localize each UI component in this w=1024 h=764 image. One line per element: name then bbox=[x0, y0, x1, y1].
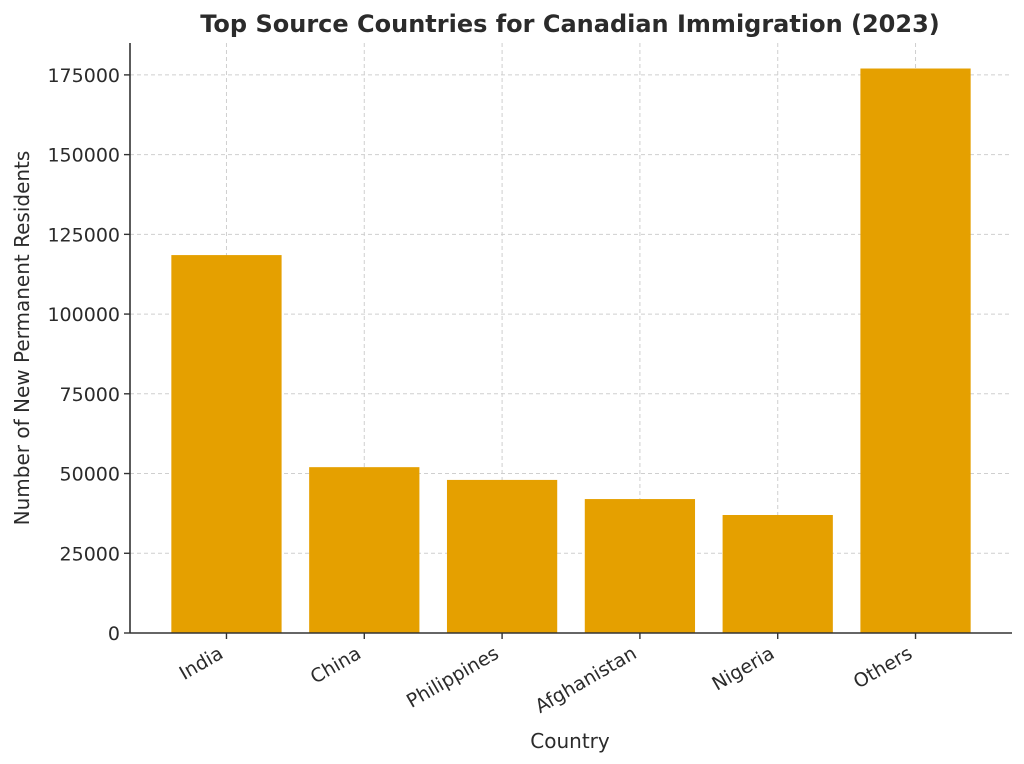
x-tick-label: Others bbox=[850, 642, 916, 693]
y-tick-label: 75000 bbox=[60, 384, 120, 406]
y-tick-label: 150000 bbox=[47, 145, 120, 167]
bars bbox=[171, 68, 971, 634]
y-tick-labels: 0 25000 50000 75000 100000 125000 150000 175000 bbox=[47, 65, 120, 645]
y-tick-label: 175000 bbox=[47, 65, 120, 87]
x-tick-label: China bbox=[307, 642, 365, 688]
x-tick-label: Afghanistan bbox=[531, 642, 640, 718]
axes bbox=[124, 43, 1012, 639]
y-axis-label: Number of New Permanent Residents bbox=[10, 151, 34, 526]
bar bbox=[171, 255, 282, 633]
y-tick-label: 125000 bbox=[47, 224, 120, 246]
x-tick-label: Nigeria bbox=[708, 642, 778, 695]
y-tick-label: 25000 bbox=[60, 543, 120, 565]
y-tick-label: 0 bbox=[108, 623, 120, 645]
bar bbox=[860, 68, 971, 634]
x-tick-labels: India China Philippines Afghanistan Nigeria O… bbox=[176, 642, 916, 718]
bar bbox=[446, 479, 558, 633]
x-tick-label: Philippines bbox=[403, 642, 503, 712]
bar bbox=[584, 499, 696, 633]
bar bbox=[309, 467, 420, 633]
x-axis-label: Country bbox=[530, 729, 610, 753]
y-tick-label: 100000 bbox=[47, 304, 120, 326]
chart-title: Top Source Countries for Canadian Immigr… bbox=[200, 10, 940, 38]
bar bbox=[722, 515, 833, 633]
x-tick-label: India bbox=[176, 642, 227, 684]
y-tick-label: 50000 bbox=[60, 464, 120, 486]
